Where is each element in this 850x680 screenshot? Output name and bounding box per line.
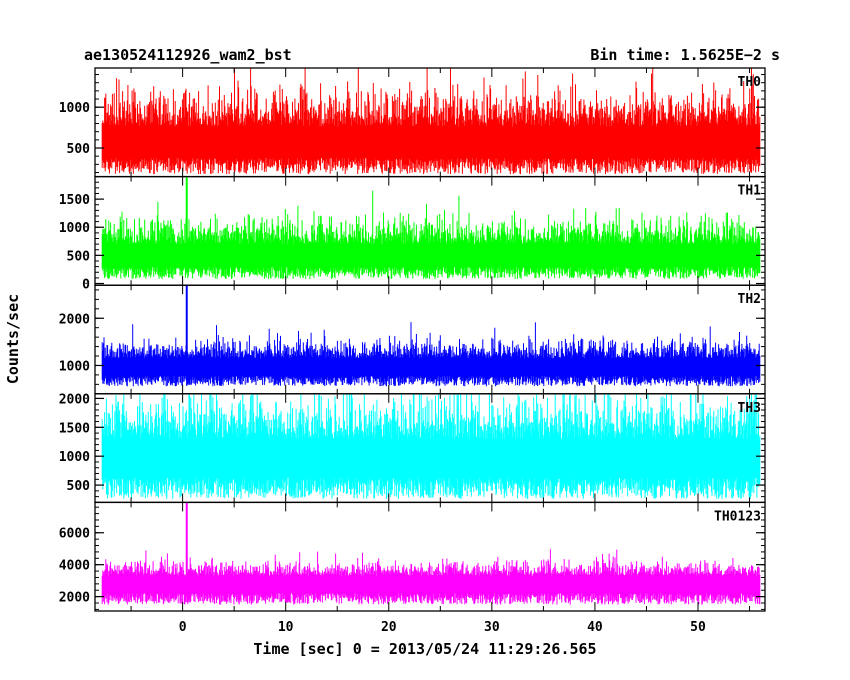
- bin-time-title: Bin time: 1.5625E−2 s: [590, 46, 780, 64]
- y-tick-label: 1500: [59, 421, 90, 436]
- y-tick-label: 1000: [59, 221, 90, 236]
- y-tick-label: 1000: [59, 101, 90, 116]
- y-tick-label: 1000: [59, 359, 90, 374]
- panel-label-th0: TH0: [738, 75, 762, 90]
- y-tick-label: 1000: [59, 450, 90, 465]
- panel-th0: 500 1000 TH0: [59, 67, 766, 178]
- y-tick-label: 4000: [59, 559, 90, 574]
- x-axis: 0 10 20 30 40 50: [179, 620, 706, 635]
- y-tick-label: 1500: [59, 193, 90, 208]
- x-tick-label: 0: [179, 620, 187, 635]
- panel-label-th0123: TH0123: [714, 509, 761, 524]
- y-tick-label: 2000: [59, 591, 90, 606]
- panel-label-th1: TH1: [738, 184, 762, 199]
- x-axis-label: Time [sec] 0 = 2013/05/24 11:29:26.565: [253, 640, 596, 658]
- series-th0123: [101, 549, 761, 605]
- panel-frame: [94, 501, 766, 612]
- panel-th2: 1000 2000 TH2: [59, 284, 766, 395]
- y-tick-label: 6000: [59, 527, 90, 542]
- y-tick-label: 2000: [59, 312, 90, 327]
- panel-label-th2: TH2: [738, 292, 761, 307]
- panel-th0123: 2000 4000 6000 TH0123: [59, 501, 766, 612]
- observation-id-title: ae130524112926_wam2_bst: [84, 46, 292, 64]
- series-th0: [101, 68, 761, 175]
- x-tick-label: 20: [381, 620, 397, 635]
- y-tick-label: 0: [82, 278, 90, 293]
- x-tick-label: 30: [484, 620, 500, 635]
- y-tick-label: 2000: [59, 392, 90, 407]
- x-tick-label: 10: [278, 620, 294, 635]
- x-tick-label: 50: [690, 620, 706, 635]
- y-tick-label: 500: [67, 249, 91, 264]
- y-tick-label: 500: [67, 479, 91, 494]
- panel-label-th3: TH3: [738, 401, 761, 416]
- series-th1: [101, 190, 761, 279]
- y-axis-label: Counts/sec: [4, 294, 22, 384]
- series-th3: [101, 393, 761, 499]
- y-tick-label: 500: [67, 142, 91, 157]
- panel-th1: 0 500 1000 1500 TH1: [59, 175, 766, 293]
- x-tick-label: 40: [587, 620, 603, 635]
- series-th2: [101, 322, 761, 387]
- panels-group: 500 1000 TH0 0 500 1000 1500 TH1 1000 2000 TH2 500 1…: [59, 67, 766, 612]
